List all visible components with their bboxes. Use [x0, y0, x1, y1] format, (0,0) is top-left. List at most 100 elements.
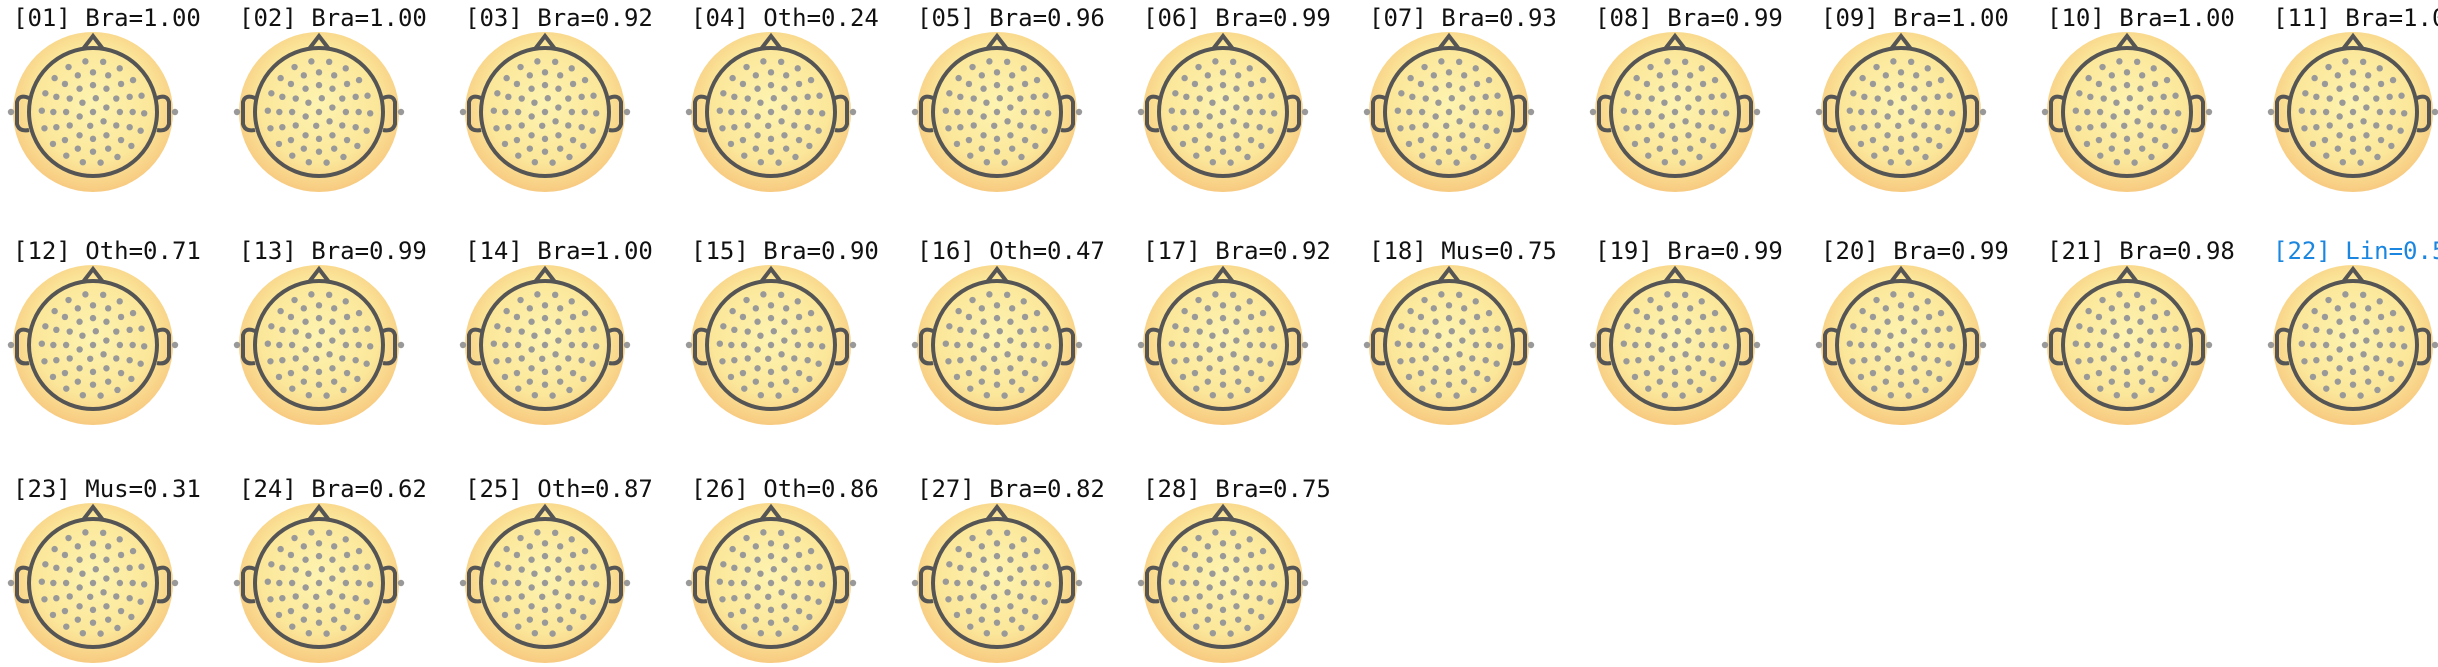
- electrode: [62, 341, 70, 349]
- electrode: [503, 74, 510, 82]
- electrode: [1246, 579, 1254, 587]
- electrode: [1900, 328, 1907, 335]
- electrode: [1925, 369, 1933, 377]
- topoplot: [11] Bra=1.00: [2267, 4, 2438, 192]
- electrode: [61, 80, 69, 88]
- electrode: [791, 328, 798, 335]
- electrode: [89, 108, 97, 116]
- electrode: [980, 132, 987, 139]
- electrode: [1196, 122, 1203, 129]
- electrode: [113, 328, 120, 335]
- electrode: [53, 326, 60, 334]
- electrode: [129, 547, 137, 555]
- electrode: [555, 337, 562, 344]
- ear: [241, 565, 256, 604]
- electrode: [126, 326, 133, 334]
- electrode: [2336, 318, 2343, 325]
- electrode: [590, 92, 597, 99]
- electrode: [315, 619, 323, 626]
- electrode: [517, 63, 524, 71]
- electrode: [2150, 65, 2157, 72]
- electrode: [287, 136, 295, 144]
- electrode: [555, 104, 562, 111]
- electrode: [993, 341, 1001, 349]
- electrode: [51, 74, 58, 82]
- electrode: [308, 529, 315, 536]
- electrode: [966, 341, 974, 349]
- electrode: [113, 593, 120, 600]
- head-outline: [1157, 46, 1289, 178]
- electrode: [719, 125, 726, 132]
- electrode: [740, 108, 748, 116]
- electrode: [1432, 365, 1439, 372]
- electrode: [1948, 110, 1956, 117]
- electrode: [1004, 589, 1011, 596]
- electrode: [2359, 58, 2367, 66]
- electrode: [2374, 386, 2381, 394]
- electrode: [1496, 110, 1504, 117]
- electrode: [302, 346, 309, 353]
- electrode: [2373, 95, 2380, 102]
- electrode: [739, 607, 747, 615]
- electrode: [2389, 76, 2397, 84]
- electrode: [1003, 291, 1011, 299]
- electrode: [7, 108, 15, 116]
- electrode: [2357, 159, 2364, 166]
- electrode: [2339, 391, 2347, 399]
- electrode: [1044, 581, 1052, 588]
- electrode: [279, 93, 286, 101]
- electrode: [38, 578, 46, 585]
- electrode: [1033, 108, 1040, 116]
- electrode: [778, 118, 785, 125]
- electrode: [1007, 575, 1014, 582]
- electrode: [791, 593, 798, 600]
- ear: [693, 565, 708, 604]
- electrode: [2298, 107, 2306, 114]
- component-label: [05] Bra=0.96: [917, 4, 1105, 32]
- electrode: [1924, 298, 1931, 305]
- electrode: [541, 81, 549, 89]
- electrode: [1267, 127, 1274, 134]
- head-outline: [27, 517, 159, 649]
- electrode: [302, 132, 309, 139]
- head-outline: [705, 279, 837, 411]
- electrode: [791, 566, 798, 573]
- electrode: [1246, 108, 1254, 116]
- electrode: [1472, 108, 1480, 116]
- electrode: [1644, 341, 1652, 349]
- nose: [985, 32, 1009, 51]
- electrode: [2095, 80, 2103, 88]
- electrode: [1934, 93, 1941, 101]
- electrode: [308, 58, 315, 65]
- electrode: [74, 72, 82, 79]
- electrode: [1222, 95, 1229, 102]
- electrode: [275, 140, 283, 148]
- electrode: [528, 132, 535, 139]
- electrode: [980, 318, 987, 325]
- electrode: [767, 148, 775, 155]
- electrode: [782, 616, 790, 623]
- electrode: [728, 579, 735, 587]
- electrode: [2310, 108, 2317, 116]
- electrode: [2160, 356, 2167, 364]
- electrode: [794, 579, 802, 587]
- electrode: [2364, 72, 2372, 79]
- electrode: [1699, 80, 1707, 88]
- electrode: [103, 575, 110, 582]
- electrode: [744, 566, 751, 573]
- electrode: [592, 110, 600, 117]
- nose: [2341, 32, 2365, 51]
- ear: [15, 327, 30, 366]
- electrode: [2095, 313, 2103, 321]
- electrode: [983, 391, 991, 399]
- electrode: [1222, 566, 1229, 573]
- component-label: [17] Bra=0.92: [1143, 237, 1331, 265]
- electrode: [76, 318, 83, 325]
- electrode: [140, 581, 148, 588]
- electrode: [490, 340, 498, 347]
- electrode: [1924, 341, 1932, 349]
- electrode: [719, 596, 726, 603]
- electrode: [1911, 132, 1918, 139]
- electrode: [729, 545, 736, 553]
- electrode: [980, 584, 987, 591]
